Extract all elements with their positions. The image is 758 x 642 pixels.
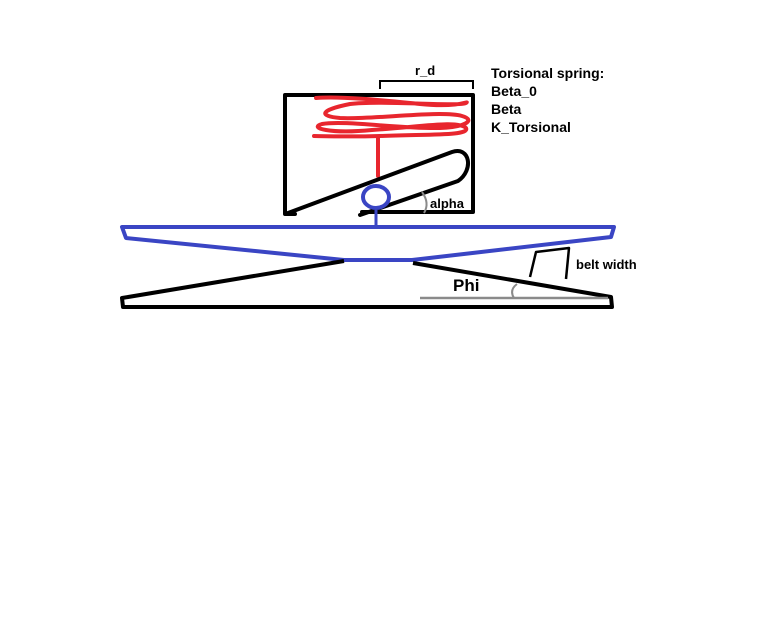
spring-housing <box>283 93 475 216</box>
beta-label: Beta <box>491 101 522 117</box>
belt-width-label: belt width <box>576 257 637 272</box>
r-d-bracket <box>379 80 474 89</box>
pivot-pin <box>361 184 391 210</box>
torsional-spring-heading: Torsional spring: <box>491 65 604 81</box>
k-torsional-label: K_Torsional <box>491 119 571 135</box>
lower-base <box>120 259 614 309</box>
lever-arm <box>286 149 470 217</box>
alpha-label: alpha <box>430 196 465 211</box>
r-d-label: r_d <box>415 63 435 78</box>
beta-0-label: Beta_0 <box>491 83 537 99</box>
belt-width-indicator <box>528 246 571 280</box>
torsional-spring <box>312 95 471 178</box>
phi-label: Phi <box>453 276 479 295</box>
phi-angle-arc <box>511 283 518 299</box>
alpha-angle-arc <box>421 191 428 214</box>
upper-platform <box>120 225 616 262</box>
